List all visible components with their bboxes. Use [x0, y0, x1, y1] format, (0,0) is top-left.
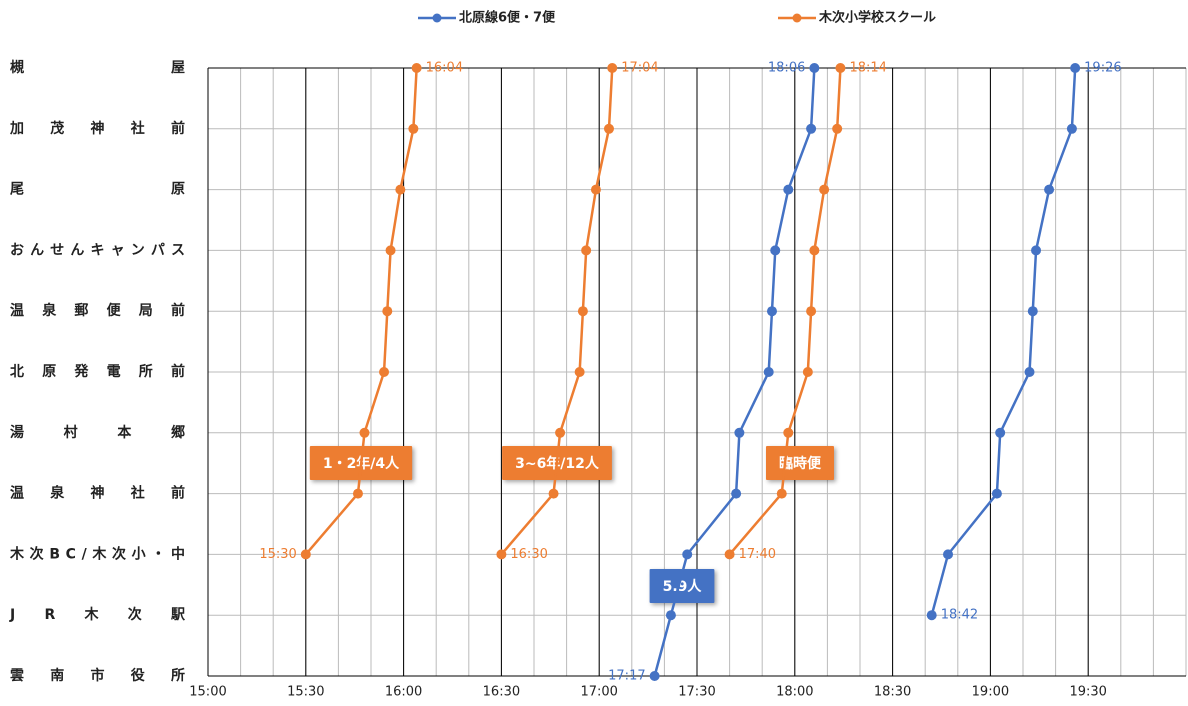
station-label: JR木次駅 — [9, 606, 186, 623]
x-tick-label: 15:00 — [189, 685, 226, 700]
point — [385, 245, 396, 256]
station-label: 湯村本郷 — [10, 424, 185, 441]
point — [806, 123, 817, 134]
point — [607, 63, 618, 73]
point — [995, 427, 1006, 438]
point — [581, 245, 592, 256]
point — [603, 123, 614, 134]
point — [590, 184, 601, 195]
point — [1070, 63, 1081, 73]
station-label: 雲南市役所 — [10, 667, 185, 684]
x-tick-label: 16:30 — [483, 685, 520, 700]
x-tick-label: 16:00 — [385, 685, 422, 700]
legend-marker — [432, 13, 442, 23]
point — [300, 549, 311, 560]
legend-label: 木次小学校スクール — [818, 10, 936, 26]
point — [731, 488, 742, 499]
data-label: 17:40 — [739, 547, 776, 562]
data-label: 16:04 — [426, 61, 463, 76]
point — [783, 184, 794, 195]
x-tick-label: 19:30 — [1069, 685, 1106, 700]
point — [665, 610, 676, 621]
data-label: 18:06 — [768, 61, 805, 76]
point — [382, 306, 393, 317]
point — [682, 549, 693, 560]
station-label: 木次BC/木次小・中 — [9, 545, 185, 562]
station-label: おんせんキャンパス — [10, 242, 185, 258]
data-label: 18:14 — [849, 61, 886, 76]
point — [1027, 306, 1038, 317]
point — [835, 63, 846, 73]
point — [809, 245, 820, 256]
point — [802, 367, 813, 377]
point — [724, 549, 735, 560]
point — [411, 63, 422, 73]
point — [649, 671, 660, 681]
annotation-text: 臨時便 — [779, 455, 822, 472]
point — [1031, 245, 1042, 256]
data-label: 16:30 — [510, 547, 547, 562]
station-label: 温泉郵便局前 — [10, 302, 185, 319]
point — [809, 63, 820, 73]
data-label: 17:04 — [621, 61, 658, 76]
point — [734, 427, 745, 438]
data-label: 15:30 — [259, 547, 296, 562]
point — [783, 427, 794, 438]
station-label: 北原発電所前 — [10, 363, 185, 380]
point — [359, 427, 370, 438]
point — [991, 488, 1002, 499]
annotation-box — [649, 569, 715, 603]
x-tick-label: 15:30 — [287, 685, 324, 700]
point — [763, 367, 774, 377]
x-tick-label: 18:00 — [776, 685, 813, 700]
x-tick-label: 18:30 — [874, 685, 911, 700]
point — [1024, 367, 1035, 377]
point — [770, 245, 781, 256]
point — [1066, 123, 1077, 134]
point — [379, 367, 390, 377]
legend-marker — [792, 13, 802, 23]
annotation: 5.9人 — [649, 569, 715, 603]
point — [577, 306, 588, 317]
point — [926, 610, 937, 621]
point — [395, 184, 406, 195]
point — [766, 306, 777, 317]
point — [555, 427, 566, 438]
station-label: 尾原 — [10, 182, 185, 198]
point — [832, 123, 843, 134]
data-label: 19:26 — [1084, 61, 1121, 76]
point — [574, 367, 585, 377]
point — [352, 488, 363, 499]
trip-line — [930, 67, 1077, 616]
annotation-text: 5.9人 — [663, 578, 703, 595]
point — [776, 488, 787, 499]
data-label: 17:17 — [608, 669, 645, 684]
point — [819, 184, 830, 195]
point — [496, 549, 507, 560]
station-label: 温泉神社前 — [10, 485, 185, 502]
legend-label: 北原線6便・7便 — [459, 10, 556, 26]
station-label: 槻屋 — [10, 59, 185, 76]
point — [806, 306, 817, 317]
x-tick-label: 19:00 — [972, 685, 1009, 700]
x-tick-label: 17:00 — [580, 685, 617, 700]
point — [408, 123, 419, 134]
annotation: 臨時便 — [766, 446, 834, 480]
data-label: 18:42 — [941, 608, 978, 623]
point — [943, 549, 954, 560]
station-label: 加茂神社前 — [9, 120, 185, 137]
point — [1044, 184, 1055, 195]
x-tick-label: 17:30 — [678, 685, 715, 700]
point — [548, 488, 559, 499]
